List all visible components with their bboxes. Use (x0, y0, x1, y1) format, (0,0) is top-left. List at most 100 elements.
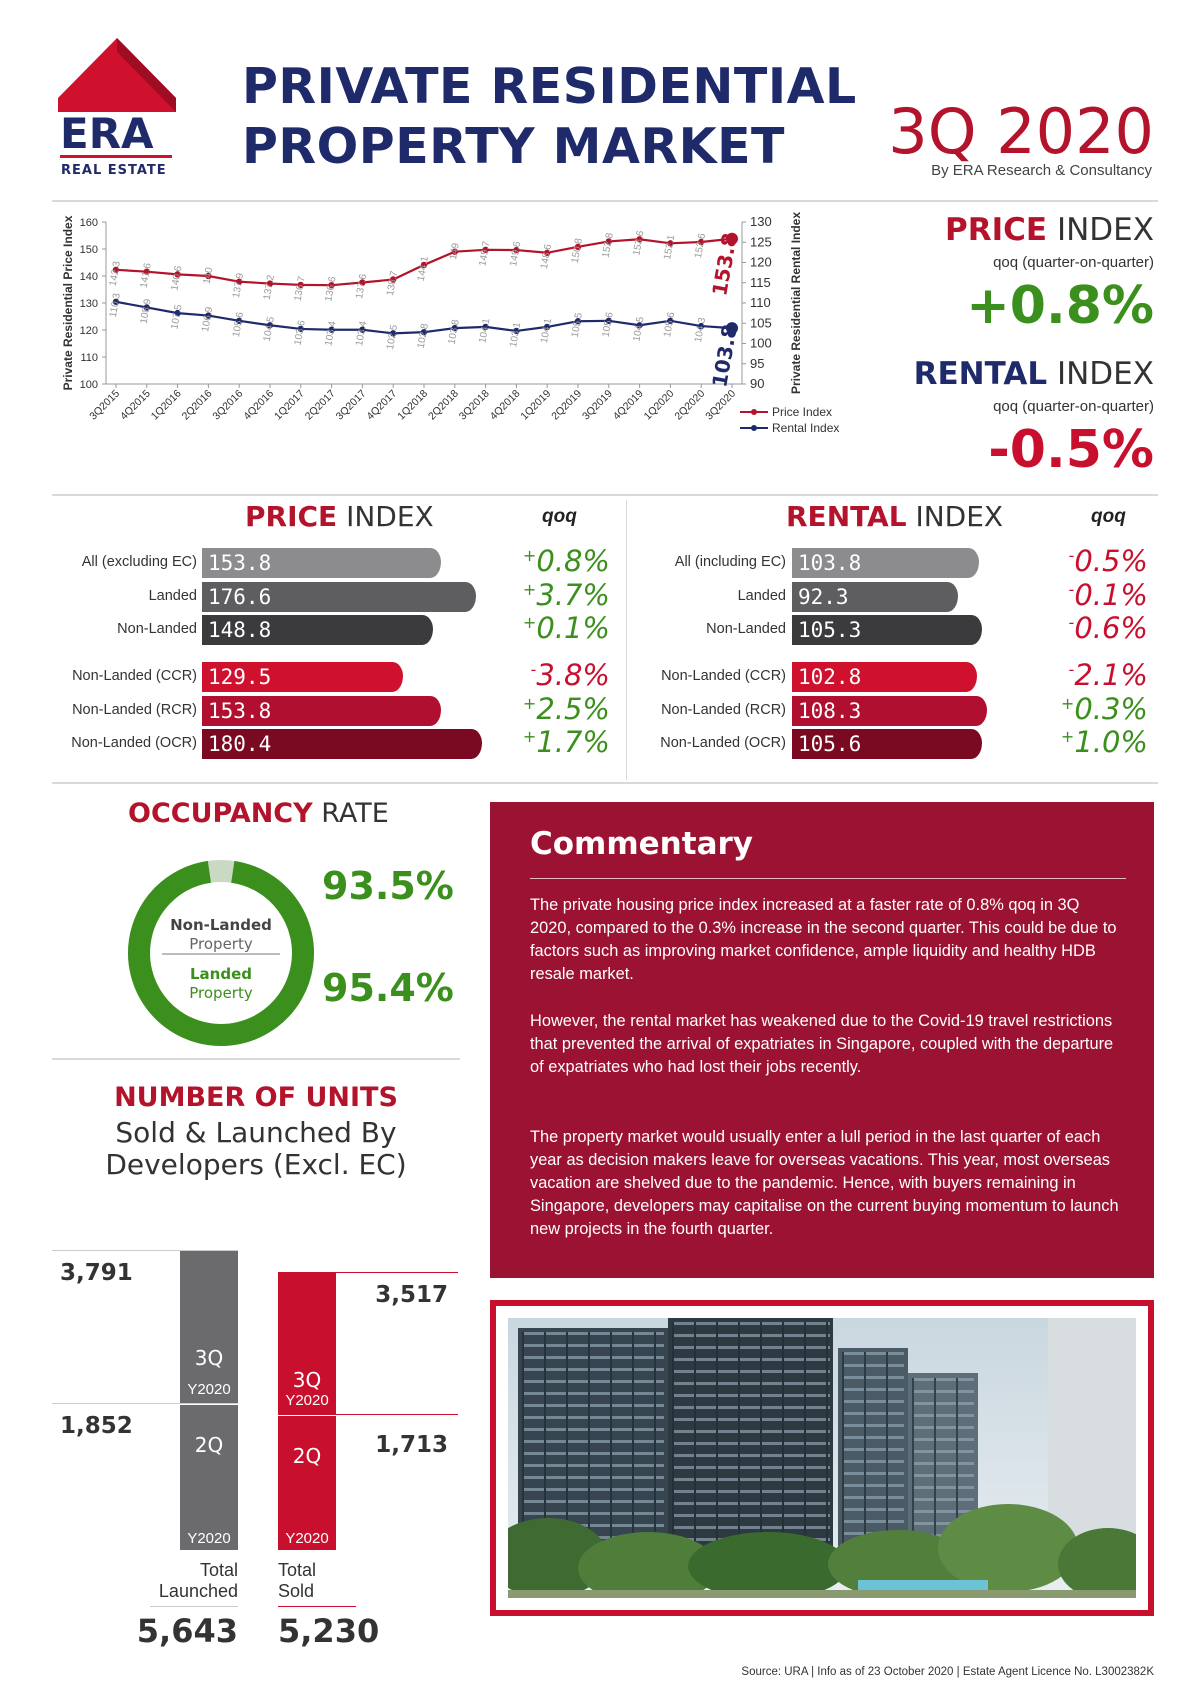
x-tick-label: 2Q2020 (672, 388, 707, 423)
y-tick-label: 160 (80, 217, 98, 229)
ring1-name: Non-Landed (170, 916, 272, 934)
units-chart: 3Q Y2020 2Q Y2020 3,791 1,852 Total Launched 5,6… (52, 1210, 460, 1650)
divider-mid (52, 494, 1158, 496)
data-label: 149.7 (477, 240, 492, 267)
era-logo: ERA REAL ESTATE (58, 38, 176, 178)
photo-frame (490, 1300, 1154, 1616)
index-bar: 148.8 (202, 615, 433, 645)
data-point (236, 317, 243, 325)
data-point (266, 322, 274, 329)
commentary-paragraph-1: The private housing price index increase… (530, 896, 1117, 983)
data-point (143, 304, 150, 311)
total-launched-label-2: Launched (158, 1581, 238, 1601)
page-title-line1: PRIVATE RESIDENTIAL (242, 58, 857, 115)
logo-subtext: REAL ESTATE (61, 163, 167, 178)
row-label: Non-Landed (CCR) (661, 668, 786, 684)
data-label: 104.3 (693, 316, 708, 343)
data-point (698, 322, 705, 330)
byline: By ERA Research & Consultancy (931, 162, 1152, 179)
qoq-value: -3.8% (530, 658, 610, 692)
data-label: 102.8 (416, 322, 431, 349)
data-point (574, 243, 582, 251)
y-tick-label: 110 (80, 352, 98, 364)
x-tick-label: 4Q2018 (488, 388, 523, 423)
row-label: Non-Landed (OCR) (71, 735, 197, 751)
kpi-rental-sub: qoq (quarter-on-quarter) (993, 398, 1154, 415)
x-tick-label: 3Q2020 (703, 388, 738, 423)
data-label: 144.1 (416, 255, 431, 282)
ref-line-2q-launched (52, 1403, 238, 1405)
y2-tick-label: 95 (750, 356, 764, 371)
data-point (205, 272, 212, 280)
ref-line-3q-sold (278, 1271, 458, 1273)
data-label: 137.9 (231, 272, 246, 299)
data-label: 140.6 (169, 265, 184, 292)
legend-label: Rental Index (772, 421, 839, 435)
segment-label-3q: 3Q (194, 1346, 224, 1370)
x-tick-label: 2Q2018 (426, 388, 461, 423)
data-point (544, 249, 551, 256)
total-launched-value: 5,643 (136, 1612, 238, 1650)
kpi-rental-heading-strong: RENTAL (913, 356, 1048, 392)
data-label: 105.6 (231, 311, 246, 338)
row-label: All (including EC) (674, 554, 786, 570)
data-label: 103.8 (447, 318, 462, 345)
data-label: 138.7 (385, 270, 400, 297)
row-label: Non-Landed (RCR) (72, 702, 197, 718)
price-table-title: PRICE INDEX (245, 500, 434, 533)
segment-year-3q: Y2020 (285, 1392, 329, 1410)
value-label-3q-launched: 3,791 (60, 1260, 133, 1286)
occupancy-donut: Non-Landed Property Landed Property (128, 859, 314, 1046)
data-point (174, 309, 181, 317)
table-divider (626, 500, 627, 780)
data-label: 150.8 (570, 237, 585, 264)
index-bar: 105.3 (792, 615, 982, 645)
data-point (513, 327, 520, 335)
qoq-value: -0.5% (1068, 544, 1148, 578)
data-point (574, 318, 582, 325)
data-point (359, 279, 366, 286)
y-tick-label: 150 (80, 244, 98, 256)
data-label: 137.2 (262, 274, 277, 301)
x-tick-label: 4Q2017 (364, 388, 399, 423)
y-tick-label: 140 (80, 271, 98, 283)
y2-axis-label: Private Residential Rental Index (789, 212, 803, 394)
data-label: 149.6 (508, 240, 523, 267)
ref-line-3q-launched (52, 1250, 238, 1251)
row-label: Non-Landed (706, 621, 786, 637)
data-point (667, 317, 674, 325)
x-tick-label: 4Q2019 (611, 388, 646, 423)
y-tick-label: 100 (80, 379, 98, 391)
data-point (636, 236, 643, 243)
y2-tick-label: 90 (750, 376, 764, 391)
data-label: 153.6 (631, 229, 646, 256)
data-point (359, 326, 366, 333)
kpi-rental-heading: RENTAL INDEX (914, 356, 1154, 392)
index-bar: 176.6 (202, 582, 476, 612)
value-label-2q-launched: 1,852 (60, 1413, 133, 1440)
x-tick-label: 1Q2020 (642, 388, 677, 423)
x-tick-label: 3Q2016 (210, 388, 245, 423)
qoq-value: +1.7% (522, 725, 610, 759)
index-bar: 153.8 (202, 696, 441, 726)
qoq-value: +0.3% (1060, 692, 1148, 726)
qoq-value: +3.7% (522, 578, 610, 612)
data-point (667, 240, 674, 247)
y2-tick-label: 130 (750, 214, 772, 229)
data-label: 103.1 (508, 321, 523, 348)
logo-text: ERA (60, 109, 154, 158)
kpi-price-value: +0.8% (966, 276, 1154, 336)
data-point (482, 323, 489, 331)
index-bar: 105.6 (792, 729, 982, 759)
x-tick-label: 2Q2016 (180, 388, 215, 423)
x-tick-label: 3Q2015 (87, 388, 122, 423)
total-sold-label-1: Total (278, 1560, 317, 1580)
row-label: Non-Landed (CCR) (72, 668, 197, 684)
x-tick-label: 1Q2017 (272, 388, 307, 423)
data-label: 104.1 (539, 317, 554, 344)
x-tick-label: 2Q2017 (303, 388, 338, 423)
index-bar: 180.4 (202, 729, 482, 759)
x-tick-label: 4Q2015 (118, 388, 153, 423)
data-label: 104.5 (262, 315, 277, 342)
kpi-price-sub: qoq (quarter-on-quarter) (993, 254, 1154, 271)
